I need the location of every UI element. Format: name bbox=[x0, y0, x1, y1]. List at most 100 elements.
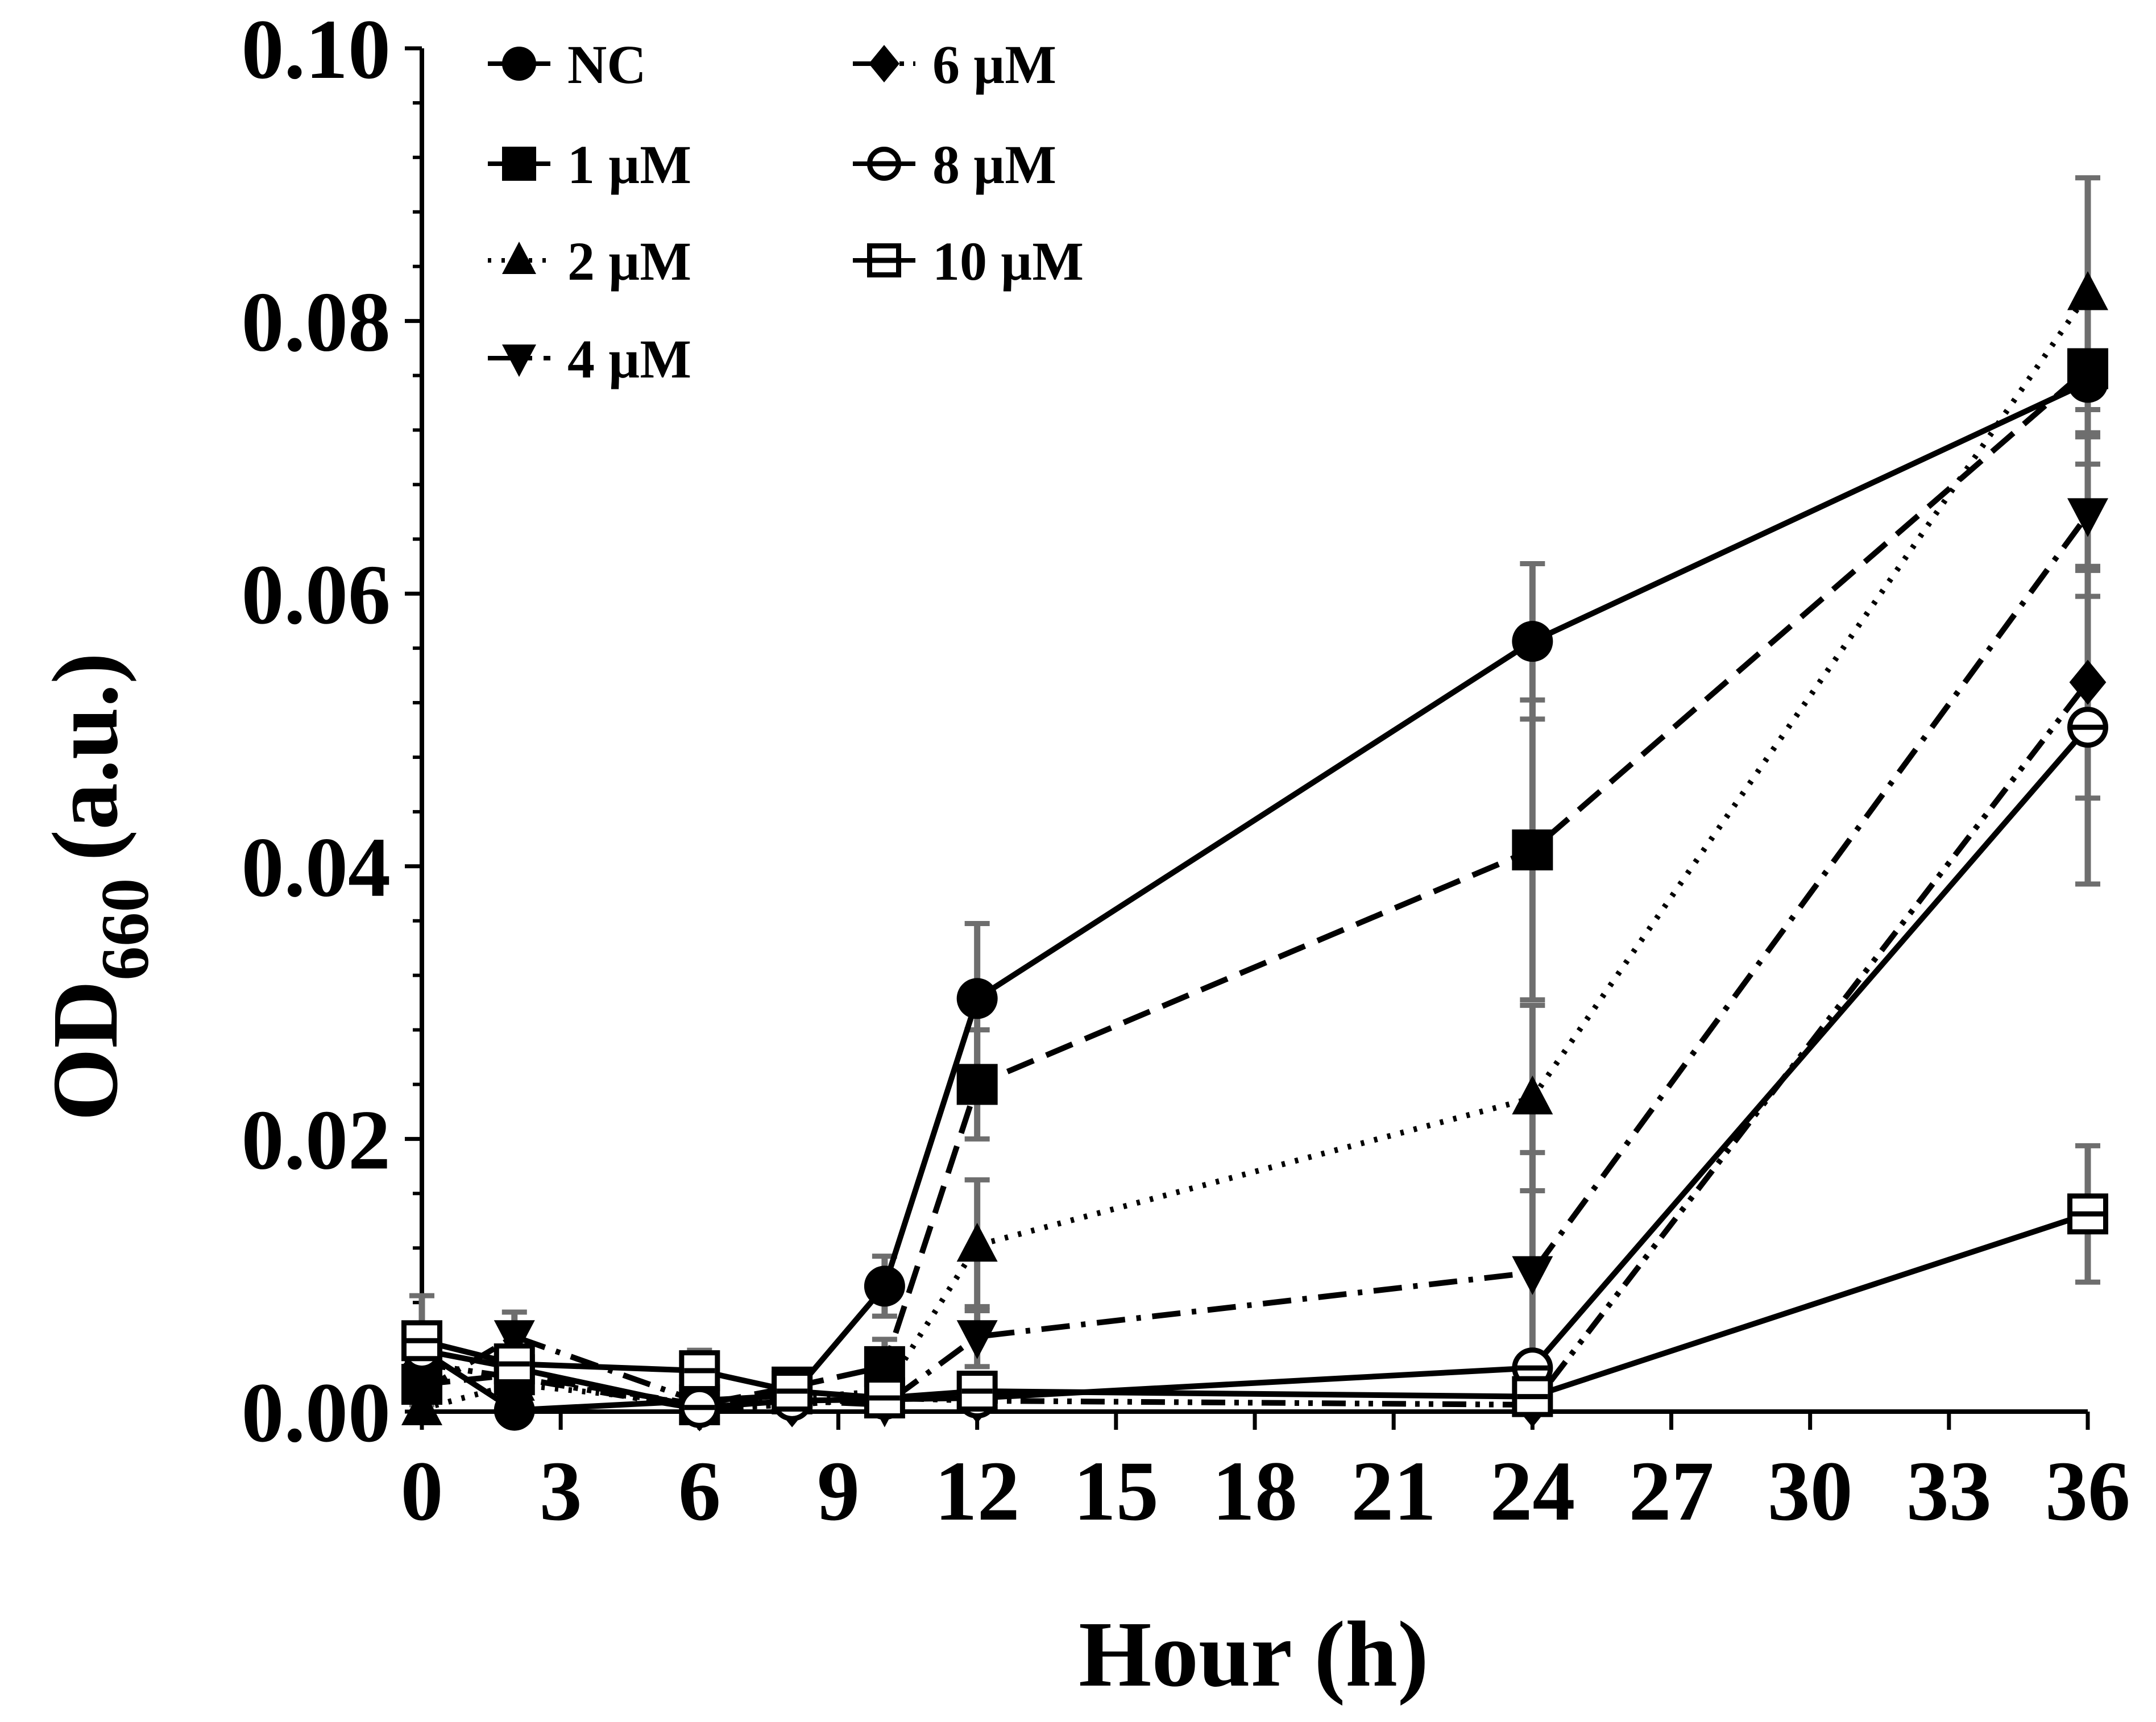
legend-item: 2 µM bbox=[488, 231, 691, 292]
y-axis-title: OD660 (a.u.) bbox=[33, 653, 163, 1121]
data-point bbox=[1512, 829, 1553, 871]
legend-item: 8 µM bbox=[853, 134, 1056, 195]
series-line bbox=[421, 1211, 2089, 1401]
data-point bbox=[1512, 621, 1553, 662]
data-point bbox=[956, 978, 998, 1019]
marker-shape bbox=[2067, 498, 2108, 537]
data-point bbox=[2067, 707, 2108, 748]
legend-item: 4 µM bbox=[488, 329, 691, 389]
data-point bbox=[772, 1371, 813, 1412]
marker-shape bbox=[494, 1320, 535, 1359]
x-tick-label: 24 bbox=[1490, 1444, 1575, 1538]
data-point bbox=[2067, 498, 2108, 537]
legend: NC 1 µM 2 µM 4 µM 6 µM 8 µM 10 µM bbox=[488, 34, 1084, 389]
series-line bbox=[421, 366, 2090, 1408]
marker-shape bbox=[2067, 271, 2108, 310]
data-point bbox=[494, 1343, 535, 1385]
x-tick-label: 18 bbox=[1212, 1444, 1297, 1538]
x-axis-title: Hour (h) bbox=[1079, 1602, 1429, 1706]
legend-label: 10 µM bbox=[932, 231, 1084, 292]
y-tick-label: 0.00 bbox=[242, 1366, 391, 1460]
data-point bbox=[956, 1222, 998, 1262]
marker-shape bbox=[502, 47, 536, 81]
x-tick-label: 36 bbox=[2045, 1444, 2130, 1538]
y-axis-title-subscript: 660 bbox=[87, 878, 163, 981]
series-line bbox=[420, 379, 2089, 1413]
marker-shape bbox=[1512, 1075, 1553, 1115]
y-tick-label: 0.06 bbox=[242, 547, 391, 642]
data-point bbox=[679, 1350, 720, 1392]
marker-shape bbox=[1512, 829, 1553, 871]
data-point bbox=[401, 1320, 442, 1362]
data-point bbox=[956, 1064, 998, 1105]
legend-label: NC bbox=[567, 34, 646, 95]
series-line bbox=[421, 680, 2090, 1412]
legend-marker bbox=[867, 243, 901, 277]
marker-shape bbox=[956, 1222, 998, 1262]
y-tick-label: 0.10 bbox=[242, 2, 391, 97]
x-tick-label: 21 bbox=[1351, 1444, 1436, 1538]
legend-item: 6 µM bbox=[853, 34, 1056, 95]
data-point bbox=[494, 1320, 535, 1359]
legend-marker bbox=[502, 147, 536, 181]
data-point bbox=[1512, 1075, 1553, 1115]
data-point bbox=[956, 1320, 998, 1359]
data-point bbox=[864, 1377, 905, 1419]
data-point bbox=[864, 1265, 905, 1307]
marker-shape bbox=[2069, 659, 2107, 705]
axes-layer: 0 3 6 9 12 15 18 21 24 27 30 33 360.000.020.040.060.… bbox=[242, 2, 2131, 1538]
y-axis-title-main: OD bbox=[33, 981, 137, 1122]
x-tick-label: 12 bbox=[935, 1444, 1020, 1538]
series-lines-layer bbox=[420, 292, 2091, 1413]
y-tick-label: 0.02 bbox=[242, 1093, 391, 1187]
series-line bbox=[421, 725, 2090, 1410]
legend-marker bbox=[502, 345, 536, 377]
x-tick-label: 33 bbox=[1906, 1444, 1992, 1538]
data-point bbox=[679, 1387, 720, 1428]
data-point bbox=[1512, 1376, 1553, 1417]
data-point bbox=[2069, 659, 2107, 705]
marker-shape bbox=[502, 147, 536, 181]
legend-label: 1 µM bbox=[567, 134, 691, 195]
x-tick-label: 30 bbox=[1768, 1444, 1853, 1538]
marker-shape bbox=[956, 1320, 998, 1359]
x-tick-label: 15 bbox=[1073, 1444, 1159, 1538]
legend-item: 10 µM bbox=[853, 231, 1084, 292]
data-point bbox=[401, 1375, 442, 1414]
y-tick-label: 0.08 bbox=[242, 275, 391, 370]
marker-shape bbox=[1512, 1256, 1553, 1296]
y-tick-label: 0.04 bbox=[242, 820, 391, 915]
data-point bbox=[2067, 348, 2108, 389]
marker-shape bbox=[502, 242, 536, 274]
data-point bbox=[2067, 271, 2108, 310]
data-point bbox=[1512, 1256, 1553, 1296]
marker-shape bbox=[956, 978, 998, 1019]
marker-shape bbox=[401, 1375, 442, 1414]
legend-label: 6 µM bbox=[932, 34, 1056, 95]
data-point bbox=[2067, 1193, 2108, 1235]
y-axis-title-unit: (a.u.) bbox=[33, 653, 137, 861]
x-tick-label: 0 bbox=[401, 1444, 443, 1538]
legend-label: 4 µM bbox=[567, 329, 691, 389]
data-point bbox=[956, 1371, 998, 1412]
legend-label: 8 µM bbox=[932, 134, 1056, 195]
legend-marker bbox=[867, 147, 901, 181]
x-tick-label: 27 bbox=[1629, 1444, 1714, 1538]
marker-shape bbox=[956, 1064, 998, 1105]
x-tick-label: 6 bbox=[678, 1444, 721, 1538]
legend-marker bbox=[502, 242, 536, 274]
legend-item: NC bbox=[488, 34, 646, 95]
legend-item: 1 µM bbox=[488, 134, 691, 195]
legend-label: 2 µM bbox=[567, 231, 691, 292]
x-tick-label: 9 bbox=[817, 1444, 860, 1538]
x-tick-label: 3 bbox=[540, 1444, 582, 1538]
series-line bbox=[420, 513, 2091, 1408]
markers-layer bbox=[401, 271, 2108, 1431]
marker-shape bbox=[869, 45, 899, 82]
legend-marker bbox=[502, 47, 536, 81]
marker-shape bbox=[2067, 348, 2108, 389]
marker-shape bbox=[864, 1265, 905, 1307]
marker-shape bbox=[502, 345, 536, 377]
marker-shape bbox=[1512, 621, 1553, 662]
